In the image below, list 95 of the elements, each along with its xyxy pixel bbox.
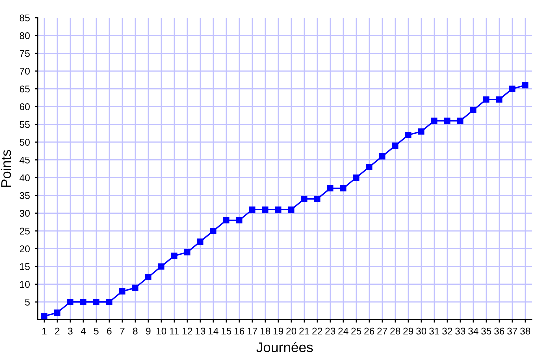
x-tick-label: 36: [494, 328, 504, 335]
point: [379, 153, 386, 160]
point: [431, 118, 438, 124]
point: [327, 185, 334, 192]
point: [353, 174, 360, 182]
x-tick-label: 33: [455, 328, 466, 335]
point: [483, 96, 490, 103]
point: [210, 228, 217, 234]
x-tick-label: 37: [507, 328, 518, 335]
point: [340, 185, 347, 192]
point: [392, 142, 399, 150]
x-tick-label: 18: [260, 328, 270, 335]
x-tick-label: 31: [429, 328, 440, 335]
x-tick-label: 27: [378, 328, 388, 335]
y-tick-label: 45: [20, 156, 30, 164]
x-tick-label: 9: [146, 328, 151, 335]
x-tick-label: 5: [94, 328, 99, 335]
x-tick-label: 11: [170, 328, 180, 335]
x-tick-label: 35: [481, 328, 492, 335]
point: [288, 206, 295, 213]
x-tick-label: 15: [222, 328, 232, 335]
x-tick-label: 23: [326, 328, 336, 335]
x-tick-label: 26: [364, 328, 374, 335]
point: [223, 217, 230, 224]
x-tick-label: 17: [248, 328, 258, 335]
point: [41, 313, 48, 320]
point: [54, 310, 61, 316]
point: [67, 299, 74, 306]
point: [197, 238, 204, 245]
point: [418, 128, 425, 135]
x-tick-label: 30: [416, 328, 427, 335]
point: [275, 206, 282, 213]
x-tick-label: 19: [274, 328, 284, 335]
y-tick-label: 30: [20, 210, 30, 218]
x-tick-label: 38: [520, 328, 530, 335]
point: [236, 217, 243, 224]
y-tick-label: 5: [25, 299, 30, 306]
y-axis-title: Points: [1, 150, 12, 188]
point: [132, 284, 139, 292]
x-tick-label: 13: [196, 328, 206, 335]
x-tick-label: 12: [182, 328, 192, 335]
x-tick-label: 8: [133, 328, 138, 335]
x-tick-label: 1: [42, 328, 47, 335]
y-tick-label: 10: [20, 281, 30, 288]
point: [366, 164, 373, 170]
y-tick-label: 25: [20, 228, 30, 235]
x-tick-label: 7: [120, 328, 125, 335]
y-tick-label: 35: [20, 192, 30, 200]
x-axis-title: Journées: [256, 342, 314, 352]
point: [405, 132, 412, 138]
point: [509, 86, 516, 92]
x-tick-label: 20: [286, 328, 297, 335]
point: [262, 206, 269, 213]
x-tick-label: 29: [404, 328, 414, 335]
y-tick-label: 60: [20, 104, 30, 110]
point: [93, 299, 100, 306]
point: [171, 252, 178, 260]
point: [314, 196, 321, 202]
y-tick-label: 80: [20, 32, 30, 40]
x-tick-label: 32: [442, 328, 452, 335]
point: [522, 82, 529, 89]
y-tick-label: 75: [20, 50, 30, 58]
point: [301, 196, 308, 202]
point: [457, 118, 464, 124]
point: [106, 299, 113, 306]
point: [444, 118, 451, 124]
point: [496, 96, 503, 103]
y-tick-label: 40: [20, 174, 30, 182]
x-tick-label: 24: [338, 328, 349, 335]
x-tick-label: 4: [81, 328, 86, 335]
point: [145, 274, 152, 280]
x-tick-label: 34: [468, 328, 479, 335]
y-tick-label: 20: [20, 246, 30, 253]
x-tick-label: 25: [352, 328, 362, 335]
point: [80, 299, 87, 306]
y-tick-label: 70: [20, 68, 30, 75]
x-tick-label: 6: [107, 328, 112, 335]
y-tick-label: 85: [20, 14, 30, 22]
x-tick-label: 2: [55, 328, 60, 335]
point: [249, 206, 256, 213]
x-tick-label: 16: [234, 328, 244, 335]
y-tick-label: 55: [20, 121, 30, 128]
point: [184, 249, 191, 256]
y-tick-label: 65: [20, 86, 30, 93]
x-tick-label: 14: [208, 328, 219, 335]
x-tick-label: 28: [390, 328, 400, 335]
point: [158, 264, 165, 270]
x-tick-label: 3: [68, 328, 73, 335]
y-tick-label: 50: [20, 139, 30, 146]
y-tick-label: 15: [20, 264, 30, 270]
x-tick-label: 22: [312, 328, 322, 335]
point: [470, 107, 477, 114]
x-tick-label: 10: [156, 328, 167, 335]
point: [119, 288, 126, 295]
x-tick-label: 21: [300, 328, 310, 335]
